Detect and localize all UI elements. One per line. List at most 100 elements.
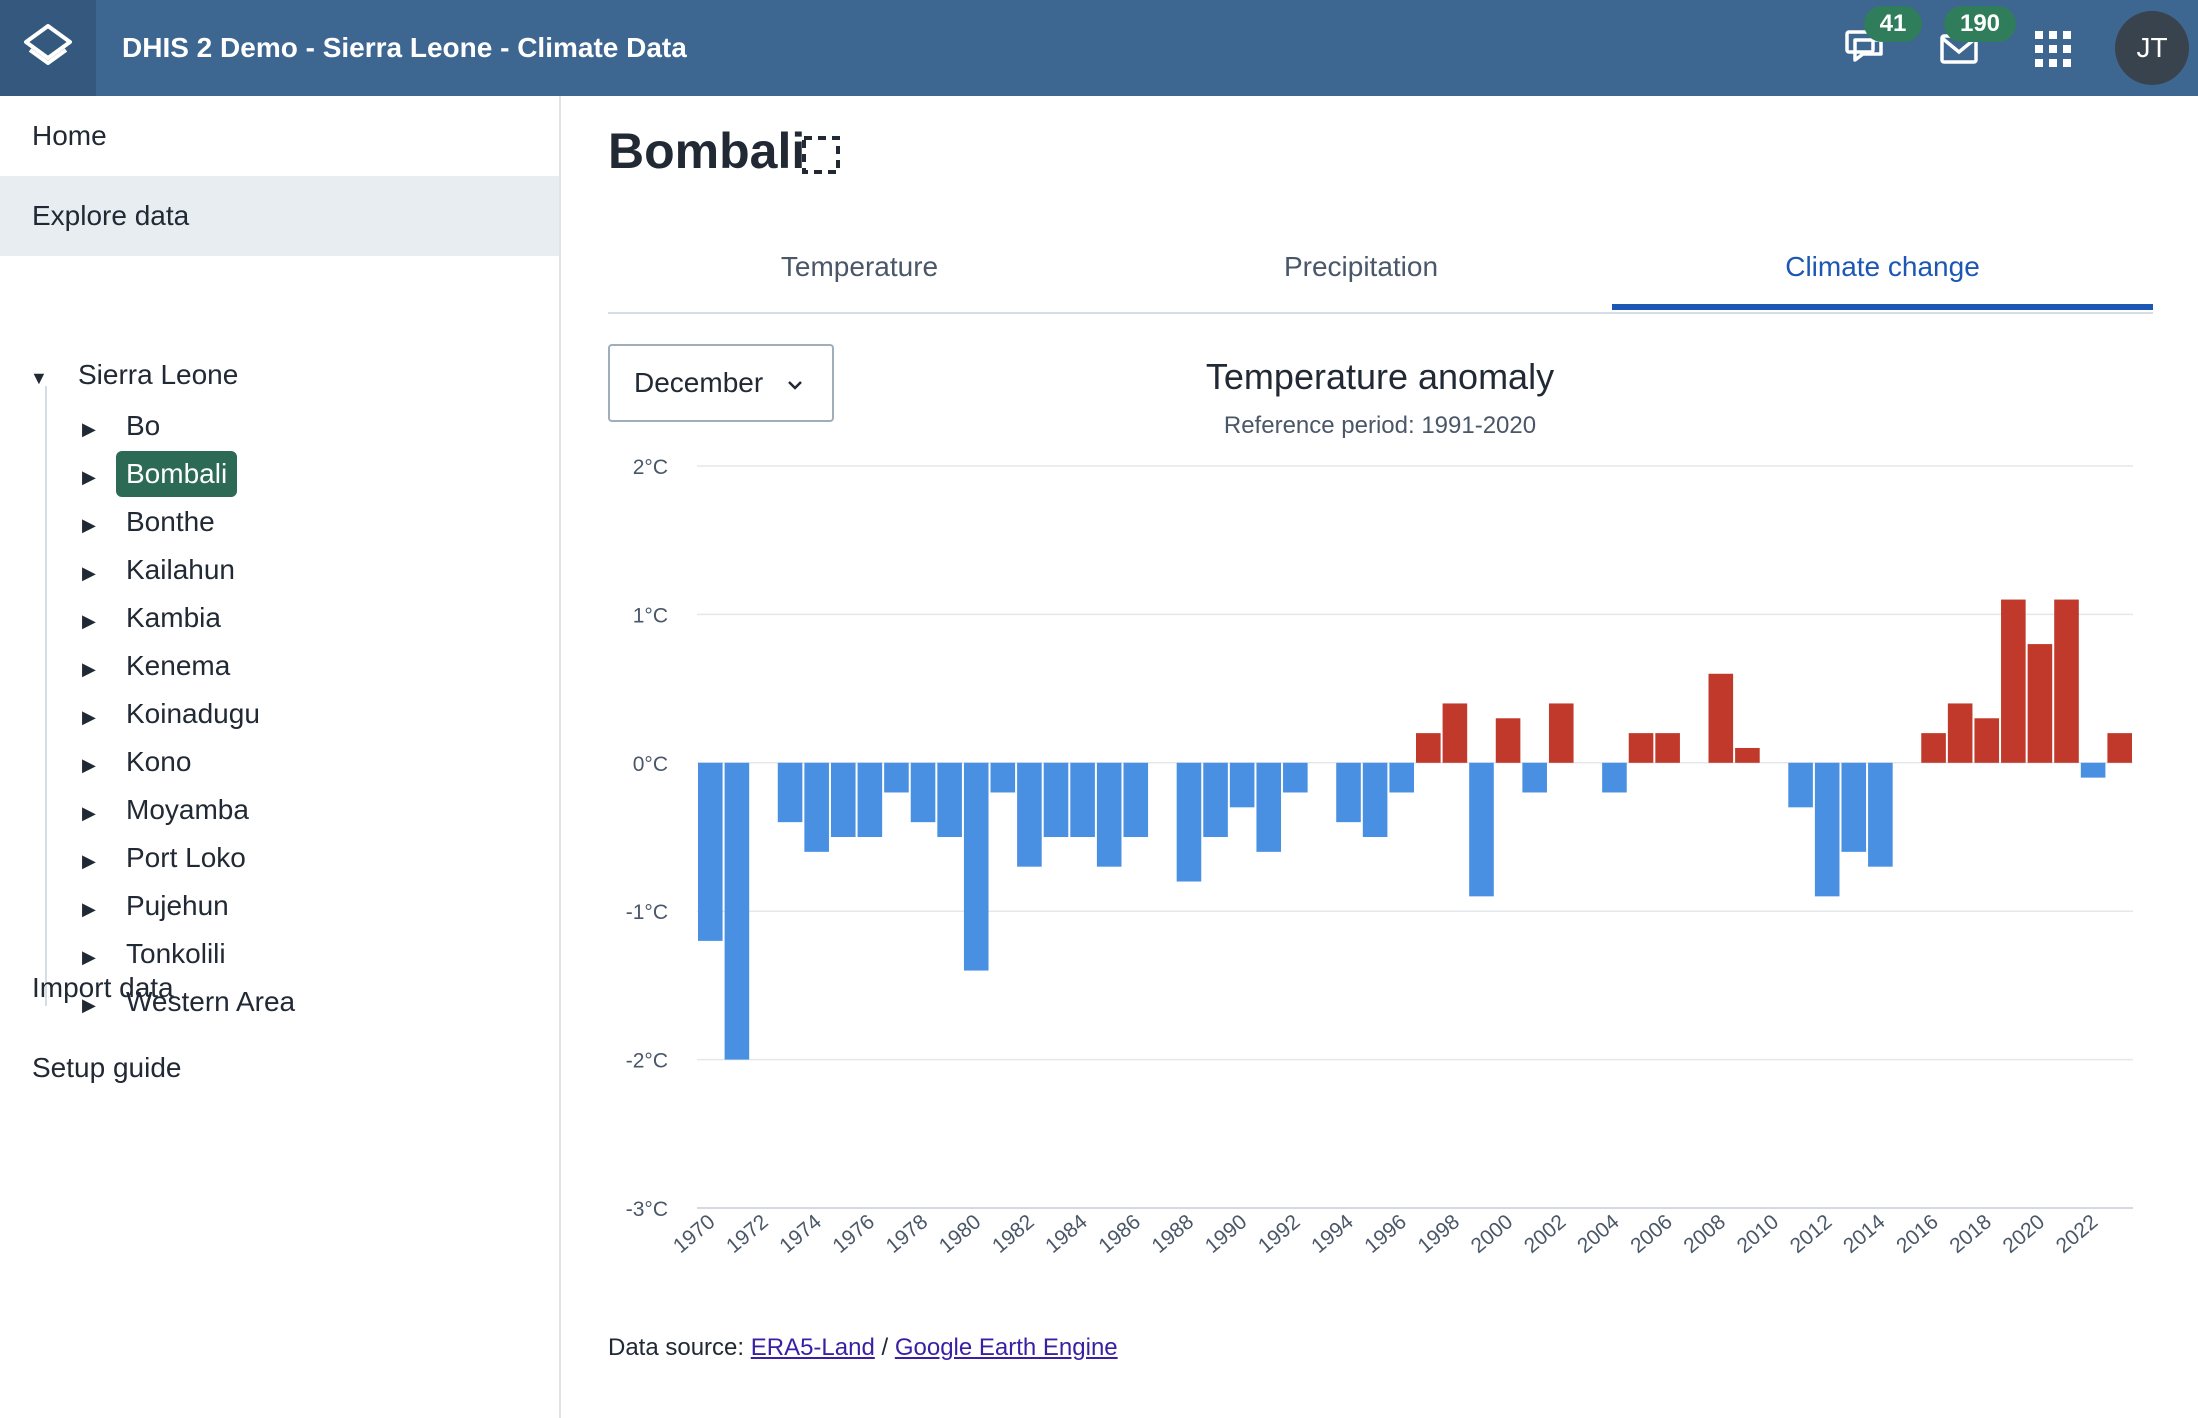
tree-item-district[interactable]: ▶ Bombali: [82, 451, 238, 497]
caret-right-icon[interactable]: ▶: [82, 515, 96, 535]
nav-import-data[interactable]: Import data: [32, 972, 174, 1003]
bar-2002[interactable]: [1548, 703, 1574, 763]
bar-2018[interactable]: [1974, 718, 2000, 763]
apps-grid-icon[interactable]: [2034, 30, 2072, 68]
nav-home[interactable]: Home: [32, 120, 107, 151]
tree-item-district[interactable]: ▶ Kenema: [82, 643, 240, 683]
bar-1996[interactable]: [1389, 762, 1414, 793]
bar-1998[interactable]: [1442, 703, 1468, 763]
tree-item-district[interactable]: ▶ Bonthe: [82, 499, 225, 539]
bar-1984[interactable]: [1070, 762, 1095, 837]
dhis2-logo-icon[interactable]: [0, 0, 96, 96]
bar-1974[interactable]: [804, 762, 829, 852]
bar-2006[interactable]: [1655, 733, 1680, 763]
bar-2016[interactable]: [1921, 733, 1946, 763]
bar-2020[interactable]: [2027, 644, 2053, 763]
bar-1973[interactable]: [777, 762, 803, 823]
bar-1983[interactable]: [1043, 762, 1069, 837]
bar-1970[interactable]: [698, 762, 723, 941]
caret-down-icon[interactable]: ▼: [30, 368, 48, 388]
nav-explore-data[interactable]: Explore data: [0, 176, 559, 256]
bar-2008[interactable]: [1708, 673, 1734, 763]
bar-2017[interactable]: [1947, 703, 1973, 763]
bar-1997[interactable]: [1416, 733, 1441, 763]
bar-1999[interactable]: [1469, 762, 1494, 897]
bar-2022[interactable]: [2080, 762, 2106, 778]
tree-item-label: Kailahun: [126, 554, 235, 585]
bar-1986[interactable]: [1123, 762, 1149, 837]
bar-1980[interactable]: [963, 762, 989, 971]
tree-item-sierra-leone[interactable]: ▼ Sierra Leone: [30, 355, 238, 395]
tree-item-district[interactable]: ▶ Bo: [82, 403, 170, 443]
tab-precipitation[interactable]: Precipitation: [1283, 251, 1439, 282]
bar-2005[interactable]: [1628, 733, 1654, 763]
bar-1990[interactable]: [1229, 762, 1255, 808]
y-tick-label: -2°C: [626, 1050, 668, 1073]
tree-item-district[interactable]: ▶ Koinadugu: [82, 691, 270, 731]
bar-2019[interactable]: [2001, 599, 2026, 763]
tree-item-district[interactable]: ▶ Tonkolili: [82, 931, 236, 971]
caret-right-icon[interactable]: ▶: [82, 803, 96, 823]
bar-1971[interactable]: [724, 762, 750, 1060]
month-select[interactable]: December: [608, 344, 834, 422]
bar-1989[interactable]: [1203, 762, 1228, 837]
x-tick-label: 1976: [828, 1210, 879, 1258]
tab-temperature[interactable]: Temperature: [780, 251, 939, 282]
bar-1985[interactable]: [1096, 762, 1122, 867]
caret-right-icon[interactable]: ▶: [82, 611, 96, 631]
bar-1992[interactable]: [1283, 762, 1308, 793]
caret-right-icon[interactable]: ▶: [82, 995, 96, 1015]
bar-1988[interactable]: [1176, 762, 1202, 882]
bar-1991[interactable]: [1256, 762, 1282, 852]
caret-right-icon[interactable]: ▶: [82, 419, 96, 439]
bar-2013[interactable]: [1841, 762, 1867, 852]
bar-1995[interactable]: [1362, 762, 1388, 837]
bar-2021[interactable]: [2054, 599, 2079, 763]
bar-1976[interactable]: [857, 762, 883, 837]
tree-item-district[interactable]: ▶ Pujehun: [82, 883, 239, 923]
x-tick-label: 1980: [935, 1210, 986, 1258]
user-avatar[interactable]: JT: [2115, 11, 2189, 85]
era5-land-link[interactable]: ERA5-Land: [750, 1334, 875, 1361]
caret-right-icon[interactable]: ▶: [82, 947, 96, 967]
bar-2011[interactable]: [1788, 762, 1813, 808]
tree-item-district[interactable]: ▶ Moyamba: [82, 787, 259, 827]
bar-2000[interactable]: [1495, 718, 1521, 763]
bar-2012[interactable]: [1814, 762, 1840, 897]
bar-2004[interactable]: [1602, 762, 1627, 793]
caret-right-icon[interactable]: ▶: [82, 755, 96, 775]
bar-2014[interactable]: [1868, 762, 1893, 867]
bar-2001[interactable]: [1522, 762, 1547, 793]
y-tick-label: 0°C: [633, 753, 668, 776]
bar-1977[interactable]: [884, 762, 909, 793]
chart-title: Temperature anomaly: [1205, 356, 1555, 397]
messages-count-badge: 190: [1944, 6, 2016, 42]
caret-right-icon[interactable]: ▶: [82, 659, 96, 679]
bar-1975[interactable]: [830, 762, 856, 837]
bar-1978[interactable]: [910, 762, 936, 823]
tree-root-label: Sierra Leone: [78, 359, 239, 390]
caret-right-icon[interactable]: ▶: [82, 899, 96, 919]
fullscreen-icon[interactable]: [800, 134, 842, 176]
y-tick-label: -3°C: [626, 1198, 668, 1221]
tree-item-district[interactable]: ▶ Port Loko: [82, 835, 256, 875]
caret-right-icon[interactable]: ▶: [82, 467, 96, 487]
bar-2009[interactable]: [1735, 747, 1760, 763]
tree-item-district[interactable]: ▶ Kono: [82, 739, 201, 779]
nav-setup-guide[interactable]: Setup guide: [32, 1052, 182, 1083]
caret-right-icon[interactable]: ▶: [82, 707, 96, 727]
caret-right-icon[interactable]: ▶: [82, 851, 96, 871]
bar-1994[interactable]: [1336, 762, 1361, 823]
tab-climate-change[interactable]: Climate change: [1785, 251, 1980, 282]
caret-right-icon[interactable]: ▶: [82, 563, 96, 583]
tree-item-district[interactable]: ▶ Kambia: [82, 595, 231, 635]
tree-item-label: Bo: [126, 410, 161, 441]
bar-1979[interactable]: [937, 762, 962, 837]
bar-2023[interactable]: [2107, 733, 2132, 763]
data-source-line: Data source: ERA5-Land / Google Earth En…: [608, 1334, 1118, 1362]
google-earth-engine-link[interactable]: Google Earth Engine: [894, 1334, 1118, 1361]
tree-item-district[interactable]: ▶ Western Area: [82, 979, 305, 1019]
bar-1982[interactable]: [1017, 762, 1042, 867]
tree-item-district[interactable]: ▶ Kailahun: [82, 547, 245, 587]
bar-1981[interactable]: [990, 762, 1016, 793]
